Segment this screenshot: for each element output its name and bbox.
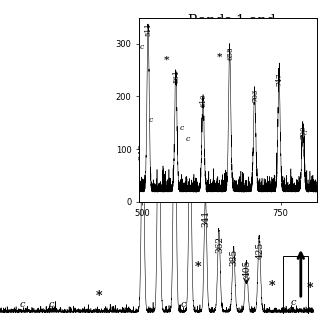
Text: 511: 511	[145, 22, 153, 36]
Text: *: *	[269, 280, 275, 292]
Text: 790: 790	[300, 125, 308, 139]
Text: 243: 243	[139, 143, 148, 160]
Text: *: *	[195, 261, 202, 274]
Text: c: c	[48, 300, 54, 309]
Text: 341: 341	[202, 210, 211, 227]
Text: *: *	[96, 290, 102, 303]
Text: 293: 293	[171, 94, 180, 111]
Text: 658: 658	[226, 46, 234, 60]
Text: 561: 561	[172, 70, 180, 83]
Text: 317: 317	[186, 157, 195, 175]
Text: *: *	[307, 283, 314, 295]
Text: c: c	[20, 300, 25, 309]
Text: c: c	[180, 300, 186, 309]
Text: 405: 405	[243, 260, 252, 277]
Text: c: c	[179, 124, 183, 132]
Text: c: c	[302, 129, 307, 137]
Text: 362: 362	[215, 236, 224, 253]
Text: 425: 425	[255, 241, 264, 259]
Text: 268: 268	[155, 117, 164, 134]
Text: 385: 385	[230, 249, 239, 266]
Text: Bands 1 and: Bands 1 and	[188, 14, 276, 28]
Text: *: *	[217, 52, 222, 61]
Text: 703: 703	[251, 88, 259, 102]
Text: c: c	[185, 134, 190, 142]
Text: 610: 610	[200, 93, 208, 107]
Text: 747: 747	[276, 72, 284, 86]
Bar	[283, 256, 308, 314]
Text: *: *	[164, 55, 170, 64]
Text: c: c	[140, 43, 144, 51]
Text: c: c	[290, 298, 296, 307]
Text: c: c	[149, 116, 153, 124]
